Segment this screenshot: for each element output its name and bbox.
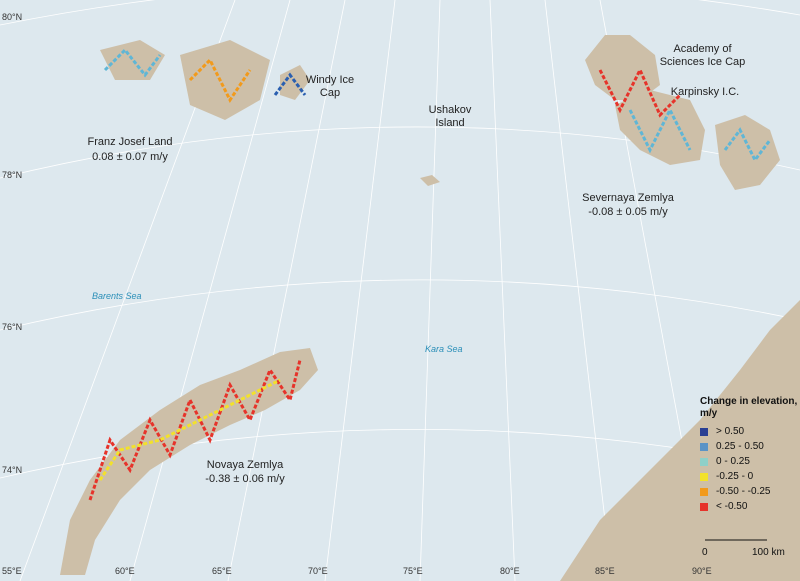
legend-item: > 0.50 xyxy=(700,424,798,439)
latitude-label: 80°N xyxy=(2,12,23,22)
legend-item: 0 - 0.25 xyxy=(700,454,798,469)
latitude-label: 78°N xyxy=(2,170,23,180)
scale-label: 100 km xyxy=(752,547,785,558)
mainland xyxy=(560,300,800,581)
sea-label: Kara Sea xyxy=(425,344,463,354)
graticule-line xyxy=(324,0,396,581)
place-label: Franz Josef Land xyxy=(87,136,173,148)
longitude-label: 85°E xyxy=(595,566,615,576)
graticule-line xyxy=(489,0,516,581)
place-label: Severnaya Zemlya xyxy=(582,192,674,204)
place-label: Ushakov Island xyxy=(428,104,472,129)
place-label: Windy Ice Cap xyxy=(305,74,355,99)
legend-swatch xyxy=(700,487,708,496)
legend-item: -0.25 - 0 xyxy=(700,469,798,484)
latitude-label: 74°N xyxy=(2,465,23,475)
legend-item: < -0.50 xyxy=(700,499,798,514)
legend-swatch xyxy=(700,442,708,451)
track xyxy=(723,127,772,163)
track xyxy=(273,72,307,96)
track xyxy=(628,106,692,154)
tracks xyxy=(88,47,772,501)
longitude-label: 90°E xyxy=(692,566,712,576)
longitude-label: 75°E xyxy=(403,566,423,576)
graticule-line xyxy=(419,0,441,581)
legend-swatch xyxy=(700,502,708,511)
longitude-label: 55°E xyxy=(2,566,22,576)
place-estimate: -0.08 ± 0.05 m/y xyxy=(588,206,668,218)
place-label: Academy of Sciences Ice Cap xyxy=(659,43,746,68)
island xyxy=(420,175,440,186)
legend-label: 0 - 0.25 xyxy=(716,456,750,467)
island xyxy=(715,115,780,190)
place-estimate: -0.38 ± 0.06 m/y xyxy=(205,473,285,485)
legend-item: 0.25 - 0.50 xyxy=(700,439,798,454)
place-estimate: 0.08 ± 0.07 m/y xyxy=(92,151,168,163)
latitude-label: 76°N xyxy=(2,322,23,332)
longitude-label: 80°E xyxy=(500,566,520,576)
land xyxy=(60,35,800,581)
legend-label: -0.25 - 0 xyxy=(716,471,754,482)
track xyxy=(88,359,302,501)
place-label: Karpinsky I.C. xyxy=(670,86,740,98)
legend-swatch xyxy=(700,457,708,466)
graticule-line xyxy=(227,0,346,581)
legend-swatch xyxy=(700,427,708,436)
legend-title: Change in elevation, m/y xyxy=(700,396,798,419)
legend-swatch xyxy=(700,472,708,481)
legend-label: 0.25 - 0.50 xyxy=(716,441,764,452)
sea-label: Barents Sea xyxy=(92,291,142,301)
track xyxy=(188,57,252,103)
scale-label: 0 xyxy=(702,547,708,558)
graticule-line xyxy=(0,279,800,331)
island xyxy=(180,40,270,120)
longitude-label: 65°E xyxy=(212,566,232,576)
legend-label: > 0.50 xyxy=(716,426,745,437)
graticule-line xyxy=(0,0,800,26)
track xyxy=(98,378,281,481)
island xyxy=(585,35,660,100)
legend: Change in elevation, m/y > 0.50 0.25 - 0.… xyxy=(700,396,798,514)
legend-item: -0.50 - -0.25 xyxy=(700,484,798,499)
legend-label: -0.50 - -0.25 xyxy=(716,486,771,497)
graticule-line xyxy=(129,0,291,581)
track xyxy=(103,47,162,78)
novaya-zemlya xyxy=(60,348,318,575)
island xyxy=(280,65,310,100)
graticule-line xyxy=(544,0,613,581)
longitude-label: 70°E xyxy=(308,566,328,576)
place-label: Novaya Zemlya xyxy=(206,459,284,471)
legend-label: < -0.50 xyxy=(716,501,748,512)
longitude-label: 60°E xyxy=(115,566,135,576)
